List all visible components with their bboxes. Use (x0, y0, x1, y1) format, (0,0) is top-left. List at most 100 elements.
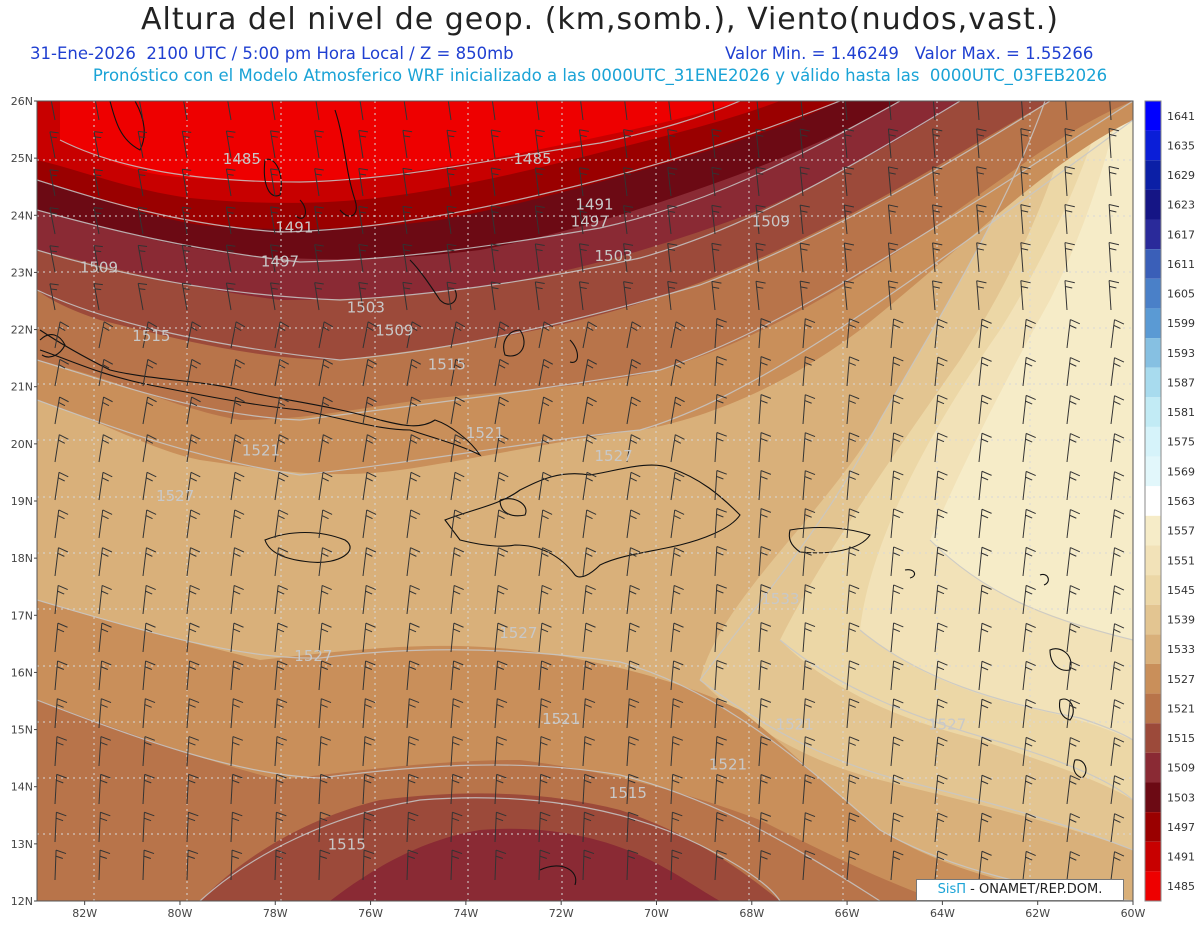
colorbar-swatch (1145, 160, 1161, 190)
wind-barb (1022, 660, 1036, 691)
wind-barb (359, 101, 364, 121)
colorbar-swatch (1145, 752, 1161, 783)
wind-barb (846, 736, 860, 767)
wind-barb (667, 129, 678, 159)
wind-barb (887, 128, 899, 159)
wind-barb (582, 622, 596, 653)
wind-barb (139, 101, 144, 121)
colorbar-swatch (1145, 456, 1161, 487)
wind-barb (1064, 204, 1075, 235)
wind-barb (358, 244, 369, 273)
wind-barb (888, 101, 892, 121)
wind-barb (1108, 204, 1120, 235)
wind-barb (450, 321, 466, 349)
wind-barb (142, 736, 155, 767)
contour-label: 1497 (261, 253, 299, 271)
wind-barb (623, 129, 634, 159)
wind-barb (362, 584, 376, 615)
wind-barb (98, 773, 111, 805)
wind-barb (538, 584, 552, 615)
wind-barb (843, 280, 855, 311)
wind-barb (225, 206, 236, 235)
wind-barb (54, 849, 67, 881)
wind-barb (230, 471, 245, 501)
contour-label: 1521 (776, 716, 814, 734)
wind-barb (362, 849, 375, 881)
wind-barb (314, 168, 324, 197)
wind-barb (758, 850, 772, 881)
wind-barb (890, 584, 904, 615)
wind-barb (230, 321, 246, 349)
contour-label: 1503 (594, 247, 632, 265)
wind-barb (142, 396, 157, 425)
map-title: Altura del nivel de geop. (km,somb.), Vi… (141, 2, 1059, 37)
wind-barb (1110, 357, 1125, 387)
wind-barb (318, 584, 332, 615)
wind-barb (890, 660, 904, 691)
wind-barb (934, 394, 948, 425)
wind-barb (758, 622, 772, 653)
wind-barb (1110, 623, 1125, 653)
wind-barb (714, 318, 727, 349)
wind-barb (582, 660, 596, 691)
wind-barb (446, 281, 457, 311)
wind-barb (802, 394, 816, 425)
wind-barb (626, 547, 641, 577)
wind-barb (1022, 356, 1036, 387)
wind-barb (846, 812, 860, 843)
wind-barb (450, 811, 463, 843)
wind-barb (142, 358, 157, 387)
wind-barb (626, 358, 641, 387)
wind-barb (93, 169, 103, 197)
wind-barb (181, 206, 192, 235)
wind-barb (137, 282, 148, 311)
wind-barb (578, 281, 589, 311)
wind-barb (667, 281, 678, 311)
wind-barb (98, 471, 113, 501)
wind-barb (846, 470, 860, 501)
wind-barb (714, 394, 727, 425)
wind-barb (230, 584, 244, 615)
wind-barb (1020, 204, 1031, 235)
contour-label: 1527 (594, 447, 632, 465)
coastlines (39, 101, 1087, 886)
wind-barb (186, 698, 200, 729)
wind-barb (758, 470, 772, 501)
wind-barb (270, 282, 280, 311)
wind-barb (755, 128, 766, 159)
lat-lon-grid (37, 101, 1133, 901)
wind-barb (1066, 585, 1081, 615)
wind-barb (843, 166, 855, 197)
wind-barb (362, 660, 376, 691)
wind-barb (274, 811, 287, 843)
wind-barb (538, 698, 552, 729)
wind-barb (494, 773, 507, 805)
wind-barb (406, 736, 419, 767)
contour-label: 1515 (328, 836, 366, 854)
wind-barb (274, 358, 289, 387)
wind-barb (274, 660, 288, 691)
wind-barb (490, 243, 501, 273)
wind-barb (626, 622, 640, 653)
wind-barb (1066, 471, 1081, 501)
wind-barb (538, 736, 551, 767)
wind-barb (1110, 395, 1125, 425)
wind-barb (582, 471, 597, 501)
wind-barb (978, 470, 992, 501)
wind-barb (582, 773, 595, 805)
wind-barb (934, 698, 948, 729)
wind-barb (54, 622, 68, 653)
lon-label: 76W (358, 907, 383, 920)
contour-label: 1527 (294, 647, 332, 665)
wind-barb (890, 736, 904, 767)
wind-barb (1110, 471, 1125, 501)
colorbar-swatch (1145, 486, 1161, 516)
wind-barb (318, 471, 333, 501)
wind-barb (670, 849, 683, 881)
wind-barb (98, 849, 111, 881)
wind-barb (270, 130, 280, 159)
wind-barb (626, 584, 640, 615)
colorbar-swatch (1145, 604, 1161, 635)
contour-label: 1485 (223, 150, 261, 168)
wind-barb (274, 547, 289, 577)
